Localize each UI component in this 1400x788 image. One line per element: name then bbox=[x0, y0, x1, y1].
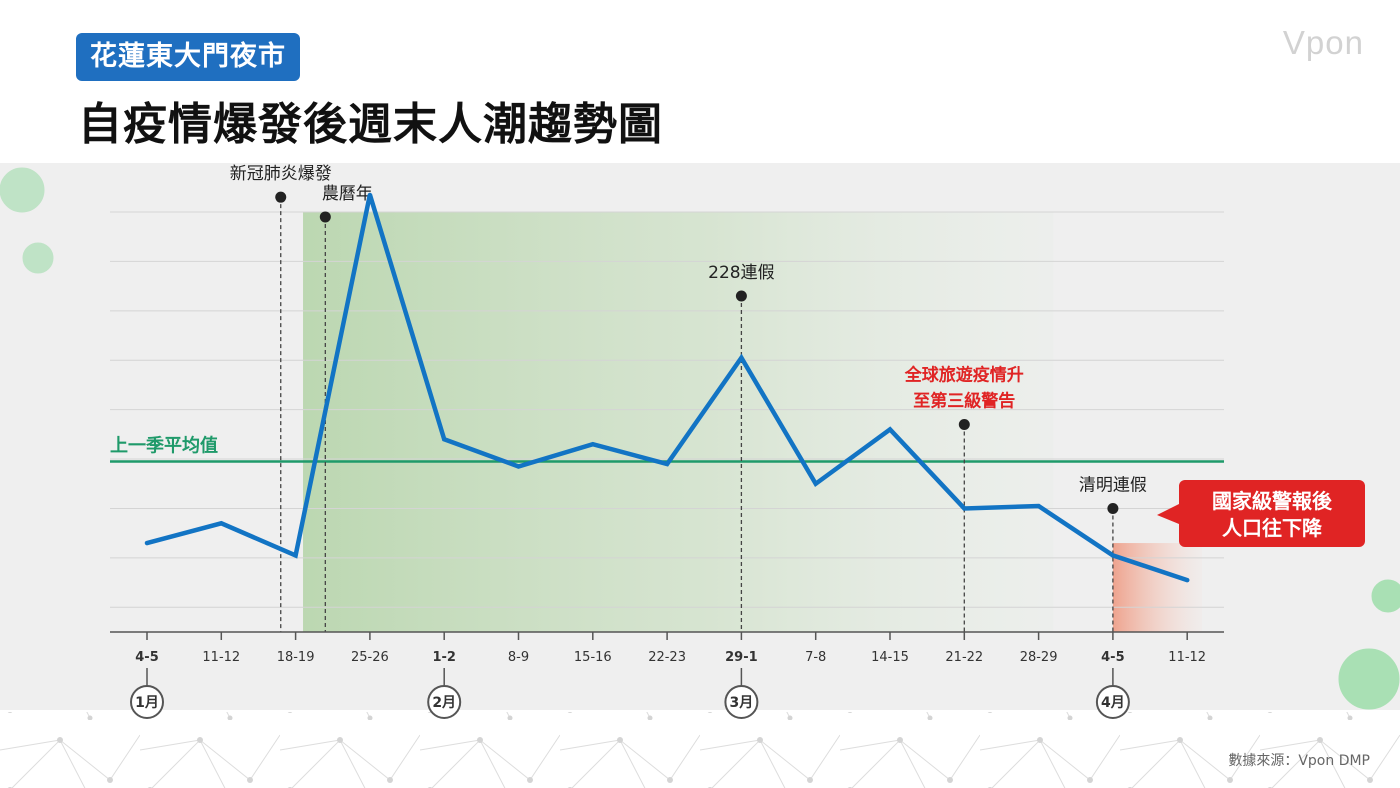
x-tick-label: 11-12 bbox=[202, 650, 240, 665]
event-label: 農曆年 bbox=[322, 184, 373, 204]
data-point bbox=[739, 355, 744, 360]
x-tick-label: 25-26 bbox=[351, 650, 389, 665]
x-tick-label: 18-19 bbox=[277, 650, 315, 665]
x-tick-label: 4-5 bbox=[135, 650, 159, 665]
x-tick-label: 21-22 bbox=[945, 650, 983, 665]
vpon-logo: Vpon bbox=[1282, 24, 1364, 61]
covid-period-shading bbox=[303, 212, 1054, 632]
event-marker-dot bbox=[958, 418, 970, 430]
callout-pointer bbox=[1157, 504, 1179, 524]
event-label: 清明連假 bbox=[1079, 475, 1147, 495]
data-point bbox=[962, 506, 967, 511]
data-point bbox=[1110, 553, 1115, 558]
x-tick-label: 7-8 bbox=[805, 650, 826, 665]
data-point bbox=[145, 541, 149, 546]
x-tick-label: 11-12 bbox=[1168, 650, 1206, 665]
virus-decoration-top-left bbox=[0, 167, 54, 274]
decline-period-shading bbox=[1112, 543, 1203, 632]
data-point bbox=[367, 192, 372, 197]
event-label: 228連假 bbox=[708, 263, 774, 283]
data-point bbox=[293, 553, 298, 558]
month-marker bbox=[724, 685, 759, 719]
event-marker-dot bbox=[1107, 502, 1119, 514]
data-point bbox=[516, 464, 521, 469]
location-badge: 花蓮東大門夜市 bbox=[76, 33, 300, 81]
x-tick-label: 14-15 bbox=[871, 650, 909, 665]
data-point bbox=[590, 442, 595, 447]
month-label: 3月 bbox=[730, 695, 754, 711]
callout-text: 國家級警報後人口往下降 bbox=[1212, 489, 1333, 540]
month-marker bbox=[1095, 685, 1130, 719]
data-point bbox=[813, 481, 818, 486]
data-point bbox=[888, 427, 892, 432]
month-marker bbox=[427, 685, 462, 719]
x-tick-label: 28-29 bbox=[1020, 650, 1058, 665]
month-label: 1月 bbox=[135, 695, 159, 711]
x-tick-label: 15-16 bbox=[574, 650, 612, 665]
month-label: 2月 bbox=[432, 695, 456, 711]
average-label: 上一季平均值 bbox=[110, 435, 218, 457]
x-tick-label: 8-9 bbox=[508, 650, 529, 665]
x-tick-label: 22-23 bbox=[648, 650, 686, 665]
callout-box bbox=[1179, 480, 1365, 547]
x-tick-label: 29-1 bbox=[725, 650, 758, 665]
data-point bbox=[665, 462, 670, 466]
event-label: 新冠肺炎爆發 bbox=[230, 164, 332, 184]
data-point bbox=[1036, 504, 1041, 508]
month-label: 4月 bbox=[1101, 695, 1125, 711]
virus-decoration-right bbox=[1338, 579, 1400, 710]
month-marker bbox=[130, 685, 164, 719]
event-marker-dot bbox=[275, 191, 287, 203]
network-decoration bbox=[0, 712, 1400, 788]
x-tick-label: 1-2 bbox=[432, 650, 456, 665]
event-marker-dot bbox=[319, 211, 331, 223]
data-point bbox=[1185, 578, 1190, 583]
event-label: 全球旅遊疫情升至第三級警告 bbox=[904, 364, 1024, 411]
chart-title: 自疫情爆發後週末人潮趨勢圖 bbox=[78, 99, 663, 150]
data-source: 數據來源：Vpon DMP bbox=[1228, 753, 1370, 769]
event-marker-dot bbox=[735, 290, 747, 302]
x-tick-label: 4-5 bbox=[1101, 650, 1125, 665]
data-point bbox=[442, 437, 447, 442]
data-point bbox=[219, 521, 224, 526]
